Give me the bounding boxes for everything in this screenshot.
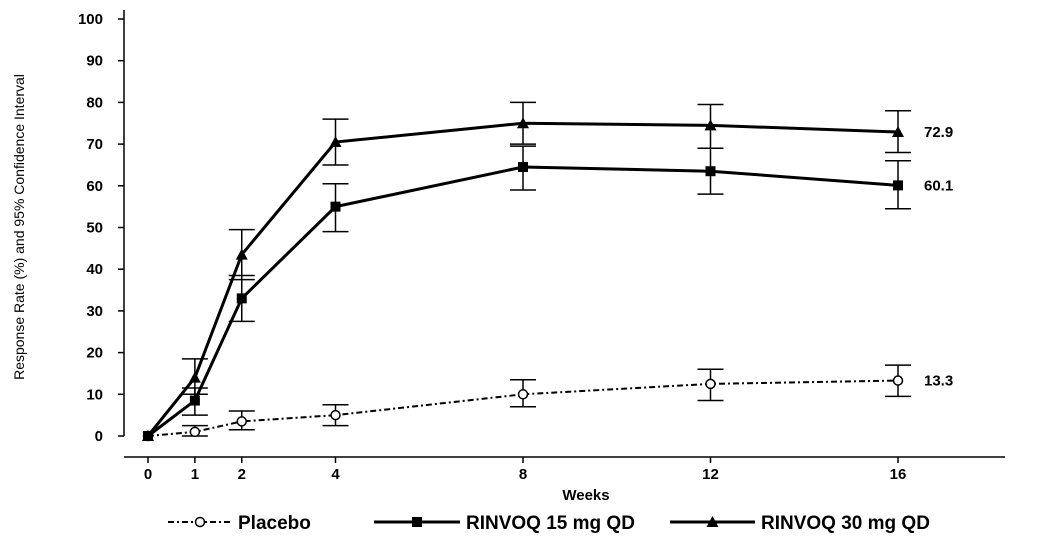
end-value-label: 13.3 <box>924 373 953 390</box>
y-tick-label: 10 <box>86 386 103 403</box>
y-axis-ticks: 0 10 20 30 40 50 60 70 80 90 100 <box>78 11 124 445</box>
y-tick-label: 70 <box>86 136 103 153</box>
data-point <box>704 119 717 131</box>
data-point <box>892 375 904 386</box>
data-point <box>330 201 341 212</box>
y-tick-label: 40 <box>86 261 103 278</box>
data-point <box>330 409 341 421</box>
legend-label: RINVOQ 30 mg QD <box>761 513 930 534</box>
x-tick-label: 12 <box>702 466 719 483</box>
y-tick-label: 80 <box>86 94 103 111</box>
data-point <box>236 416 247 427</box>
y-tick-label: 90 <box>86 53 103 70</box>
x-tick-label: 0 <box>144 466 152 483</box>
legend-marker <box>194 516 206 528</box>
x-tick-label: 4 <box>331 466 340 483</box>
data-point <box>142 430 154 441</box>
legend-item: Placebo <box>168 513 311 534</box>
legend-label: Placebo <box>238 513 311 534</box>
series-1: 13.3 <box>142 364 953 442</box>
data-point <box>329 136 342 148</box>
x-tick-label: 16 <box>890 466 907 483</box>
series-2: 60.1 <box>143 145 953 441</box>
x-tick-label: 1 <box>191 466 199 483</box>
data-point <box>518 162 528 173</box>
x-tick-label: 2 <box>238 466 246 483</box>
y-tick-label: 60 <box>86 178 103 195</box>
data-point <box>893 180 903 191</box>
legend-item: RINVOQ 15 mg QD <box>374 513 635 534</box>
data-point <box>188 371 201 383</box>
data-point <box>236 293 247 304</box>
data-point <box>189 426 201 438</box>
x-axis-ticks: 0 1 2 4 8 12 16 <box>144 457 907 483</box>
y-tick-label: 30 <box>86 303 103 320</box>
data-point <box>189 395 200 406</box>
y-axis-title: Response Rate (%) and 95% Confidence Int… <box>11 74 27 380</box>
legend-item: RINVOQ 30 mg QD <box>670 513 930 534</box>
data-point <box>892 126 904 138</box>
data-point <box>235 248 248 260</box>
end-value-label: 60.1 <box>924 177 953 194</box>
x-tick-label: 8 <box>519 466 527 483</box>
y-tick-label: 0 <box>95 428 103 445</box>
data-point <box>705 378 716 390</box>
y-tick-label: 50 <box>86 220 103 237</box>
series-layer: 13.3 60.1 72.9 <box>142 101 953 442</box>
series-3: 72.9 <box>142 101 953 441</box>
legend-marker <box>706 516 719 527</box>
data-point <box>705 166 716 177</box>
legend: Placebo RINVOQ 15 mg QD RINVOQ 30 mg QD <box>168 513 930 534</box>
y-tick-label: 100 <box>78 11 103 28</box>
x-axis-title: Weeks <box>562 487 609 504</box>
y-tick-label: 20 <box>86 345 103 362</box>
data-point <box>517 389 529 400</box>
end-value-label: 72.9 <box>924 124 953 141</box>
data-point <box>517 117 529 129</box>
legend-label: RINVOQ 15 mg QD <box>466 513 635 534</box>
axes <box>123 10 1005 458</box>
legend-marker <box>412 517 422 527</box>
